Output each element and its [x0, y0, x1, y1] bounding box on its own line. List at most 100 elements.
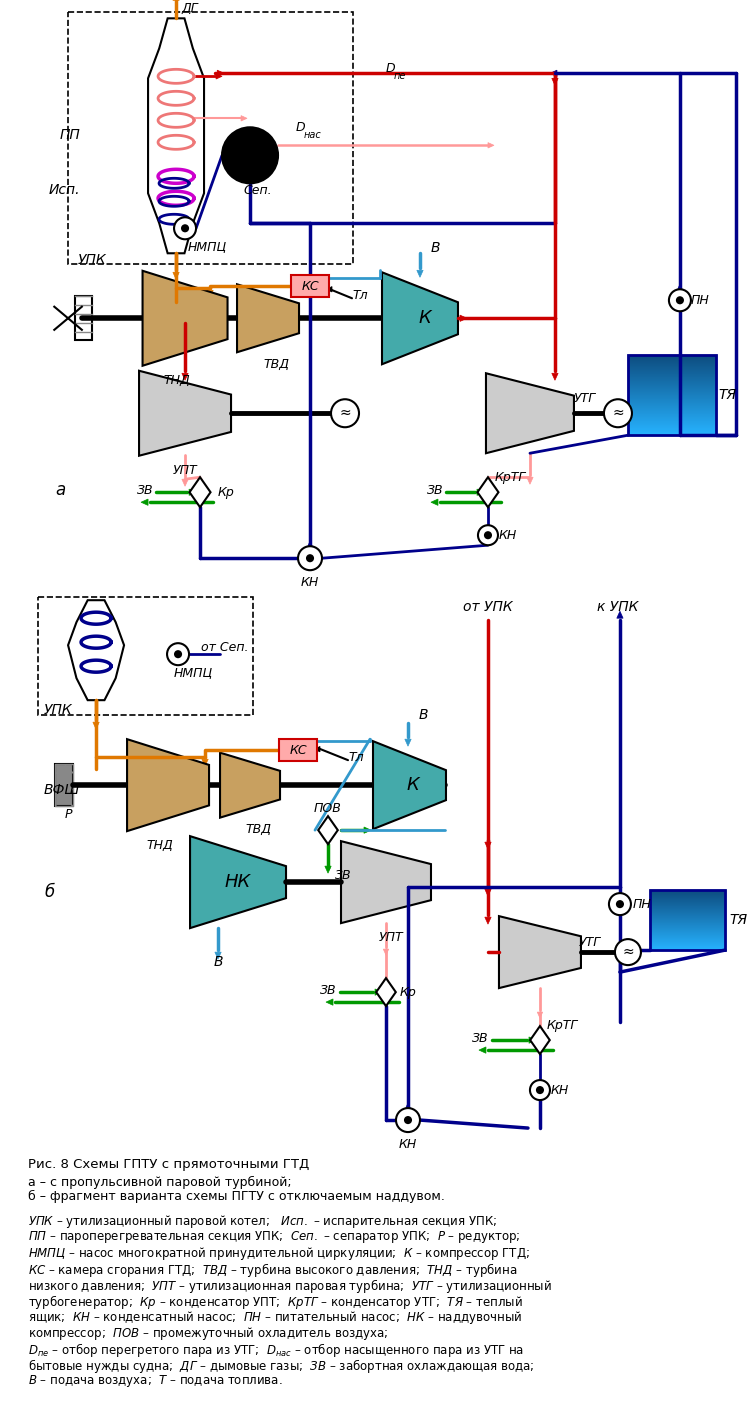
Polygon shape	[530, 1026, 550, 1054]
Text: ТНД: ТНД	[163, 374, 191, 387]
Circle shape	[307, 556, 313, 561]
Wedge shape	[224, 129, 276, 155]
Circle shape	[175, 651, 181, 657]
Polygon shape	[501, 949, 508, 955]
Polygon shape	[216, 74, 222, 80]
Polygon shape	[190, 836, 286, 928]
Polygon shape	[552, 374, 558, 381]
Polygon shape	[326, 287, 332, 291]
Text: ПОВ: ПОВ	[314, 801, 342, 814]
Bar	[68, 13, 353, 264]
Text: ЗВ: ЗВ	[320, 983, 336, 996]
Circle shape	[222, 128, 278, 183]
Polygon shape	[364, 827, 371, 833]
Polygon shape	[220, 753, 280, 817]
Text: ≈: ≈	[339, 406, 351, 421]
Polygon shape	[281, 747, 288, 753]
Polygon shape	[431, 499, 438, 506]
Text: В: В	[430, 242, 440, 256]
Text: КН: КН	[551, 1084, 569, 1097]
Polygon shape	[499, 917, 581, 988]
Text: ≈: ≈	[622, 945, 634, 959]
Text: ТВД: ТВД	[263, 358, 289, 371]
Wedge shape	[224, 155, 276, 182]
Text: Рис. 8 Схемы ГПТУ с прямоточными ГТД: Рис. 8 Схемы ГПТУ с прямоточными ГТД	[28, 1158, 309, 1171]
Polygon shape	[325, 867, 331, 872]
Text: турбогенератор;  $\it{Кр}$ – конденсатор УПТ;  $\it{КрТГ}$ – конденсатор УТГ;  $: турбогенератор; $\it{Кр}$ – конденсатор …	[28, 1293, 523, 1312]
Polygon shape	[417, 270, 423, 277]
Text: компрессор;  $\it{ПОВ}$ – промежуточный охладитель воздуха;: компрессор; $\it{ПОВ}$ – промежуточный о…	[28, 1324, 389, 1341]
Polygon shape	[326, 999, 333, 1005]
Polygon shape	[318, 816, 338, 844]
Polygon shape	[373, 742, 446, 828]
Bar	[38, 597, 253, 715]
Polygon shape	[382, 273, 458, 364]
Polygon shape	[341, 841, 431, 924]
Polygon shape	[550, 70, 557, 77]
Circle shape	[609, 894, 631, 915]
Bar	[279, 739, 317, 762]
Text: низкого давления;  $\it{УПТ}$ – утилизационная паровая турбина;  $\it{УТГ}$ – ут: низкого давления; $\it{УПТ}$ – утилизаци…	[28, 1277, 552, 1295]
Polygon shape	[307, 541, 313, 549]
Circle shape	[174, 217, 196, 239]
Text: ДГ: ДГ	[181, 1, 198, 14]
Polygon shape	[552, 78, 558, 85]
Circle shape	[485, 533, 491, 539]
Text: Сеп.: Сеп.	[243, 183, 272, 196]
Polygon shape	[93, 722, 99, 729]
Bar	[650, 890, 725, 951]
Text: УТГ: УТГ	[574, 392, 596, 405]
Text: ТВД: ТВД	[245, 823, 271, 836]
Polygon shape	[309, 739, 315, 743]
Polygon shape	[143, 271, 228, 365]
Polygon shape	[207, 290, 213, 297]
Text: нас: нас	[304, 131, 322, 141]
Polygon shape	[485, 843, 491, 850]
Polygon shape	[677, 284, 683, 291]
Text: ЗВ: ЗВ	[335, 868, 352, 881]
Text: ЗВ: ЗВ	[472, 1032, 488, 1044]
Text: б – фрагмент варианта схемы ПГТУ с отключаемым наддувом.: б – фрагмент варианта схемы ПГТУ с отклю…	[28, 1189, 445, 1204]
Polygon shape	[617, 611, 623, 618]
Polygon shape	[405, 1103, 411, 1110]
Text: $\it{ПП}$ – пароперегревательная секция УПК;  $\it{Сеп.}$ – сепаратор УПК;  $\it: $\it{ПП}$ – пароперегревательная секция …	[28, 1229, 521, 1245]
Polygon shape	[217, 70, 225, 77]
Text: Кр: Кр	[218, 486, 234, 499]
Text: к УПК: к УПК	[597, 600, 639, 614]
Circle shape	[478, 526, 498, 546]
Text: ТЯ: ТЯ	[730, 914, 748, 926]
Polygon shape	[383, 949, 389, 955]
Text: ПН: ПН	[690, 294, 709, 307]
Text: Р: Р	[64, 807, 72, 821]
Text: ПП: ПП	[59, 128, 80, 142]
Text: НМПЦ: НМПЦ	[187, 240, 227, 253]
Bar	[628, 355, 716, 435]
Text: от УПК: от УПК	[463, 600, 513, 614]
Text: ≈: ≈	[612, 406, 624, 421]
Text: КрТГ: КрТГ	[494, 470, 525, 483]
Circle shape	[396, 1108, 420, 1133]
Text: Исп.: Исп.	[48, 183, 80, 198]
Polygon shape	[478, 477, 498, 507]
Polygon shape	[527, 477, 533, 485]
Polygon shape	[141, 499, 148, 506]
Polygon shape	[127, 739, 209, 831]
Polygon shape	[139, 371, 231, 456]
Polygon shape	[237, 284, 299, 352]
Text: КрТГ: КрТГ	[547, 1019, 578, 1032]
Text: ЗВ: ЗВ	[426, 483, 443, 497]
Polygon shape	[224, 152, 230, 158]
Polygon shape	[376, 978, 396, 1006]
Text: $\it{В}$ – подача воздуха;  $\it{Т}$ – подача топлива.: $\it{В}$ – подача воздуха; $\it{Т}$ – по…	[28, 1373, 283, 1388]
Text: ВФШ: ВФШ	[44, 783, 80, 797]
Polygon shape	[190, 477, 210, 507]
Circle shape	[677, 297, 683, 303]
Polygon shape	[488, 142, 494, 148]
Text: КН: КН	[499, 529, 517, 541]
Text: УТГ: УТГ	[579, 935, 601, 949]
Text: а: а	[55, 482, 65, 499]
Text: $\it{КС}$ – камера сгорания ГТД;  $\it{ТВД}$ – турбина высокого давления;  $\it{: $\it{КС}$ – камера сгорания ГТД; $\it{ТВ…	[28, 1260, 517, 1279]
Text: $\it{УПК}$ – утилизационный паровой котел;   $\it{Исп.}$ – испарительная секция : $\it{УПК}$ – утилизационный паровой коте…	[28, 1214, 497, 1231]
Text: В: В	[213, 955, 223, 969]
Text: Тл: Тл	[352, 288, 368, 301]
